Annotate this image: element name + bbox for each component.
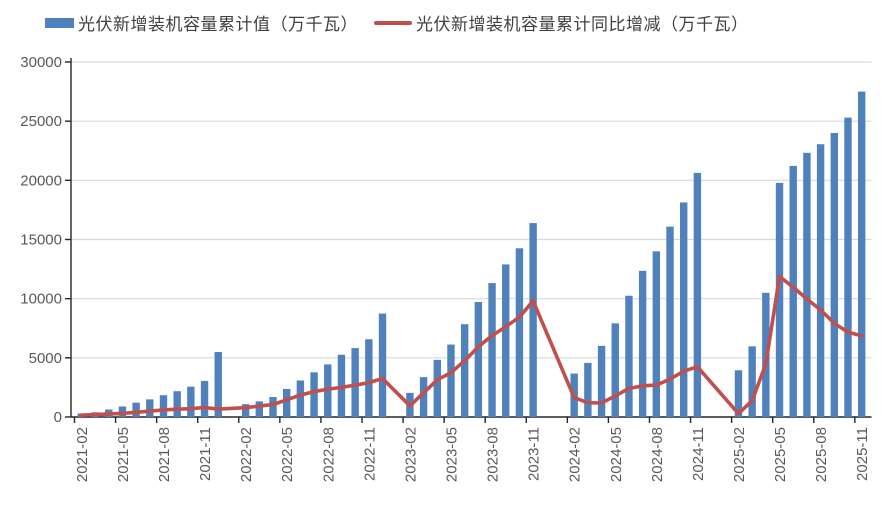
bar	[816, 144, 825, 417]
x-tick-label: 2025-11	[854, 427, 871, 481]
bar	[132, 402, 140, 417]
bar	[460, 324, 469, 417]
bar	[310, 372, 318, 417]
legend-item-yoy-change: 光伏新增装机容量累计同比增减（万千瓦）	[374, 10, 749, 35]
bar	[789, 165, 797, 417]
bar	[365, 339, 373, 417]
x-tick-label: 2025-08	[813, 427, 830, 482]
x-tick-label: 2022-11	[361, 427, 378, 481]
bar	[159, 395, 168, 417]
bar	[857, 91, 866, 417]
bar	[146, 399, 154, 417]
bar	[625, 295, 633, 417]
x-tick-label: 2021-11	[197, 427, 214, 481]
legend-bar-marker	[45, 17, 74, 28]
bar	[584, 362, 592, 417]
bar	[378, 313, 387, 417]
y-tick-label: 25000	[20, 113, 62, 130]
x-tick-label: 2022-05	[279, 427, 296, 482]
bar	[282, 388, 291, 417]
x-tick-label: 2024-05	[608, 427, 625, 482]
x-tick-label: 2023-08	[485, 427, 502, 482]
x-tick-label: 2022-08	[320, 427, 337, 482]
bar	[597, 345, 606, 417]
x-tick-label: 2023-11	[526, 427, 543, 481]
y-tick-label: 10000	[20, 291, 62, 308]
bar	[515, 248, 524, 417]
bar	[447, 344, 455, 417]
bar	[255, 401, 264, 417]
x-tick-label: 2024-02	[567, 427, 584, 482]
bar	[351, 348, 359, 417]
x-tick-label: 2024-08	[649, 427, 666, 482]
bar	[214, 352, 222, 417]
y-tick-label: 20000	[20, 172, 62, 189]
x-tick-label: 2021-02	[74, 427, 91, 482]
legend: 光伏新增装机容量累计值（万千瓦） 光伏新增装机容量累计同比增减（万千瓦）	[45, 10, 749, 35]
bar	[241, 404, 250, 417]
bar	[200, 380, 209, 417]
bar	[803, 152, 811, 417]
bar	[666, 226, 674, 417]
bar	[296, 380, 305, 417]
legend-line-label: 光伏新增装机容量累计同比增减（万千瓦）	[416, 15, 749, 34]
legend-line-marker	[374, 20, 412, 25]
legend-item-cumulative-capacity: 光伏新增装机容量累计值（万千瓦）	[45, 10, 358, 35]
bar	[474, 302, 483, 417]
x-tick-label: 2025-05	[772, 427, 789, 482]
x-tick-label: 2022-02	[238, 427, 255, 482]
line-series	[79, 274, 864, 417]
x-tick-label: 2025-02	[731, 427, 748, 482]
x-tick-label: 2021-05	[115, 427, 132, 482]
bar	[488, 283, 496, 417]
bar	[844, 117, 852, 417]
y-tick-label: 15000	[20, 232, 62, 249]
bar	[652, 251, 661, 417]
bar	[269, 397, 277, 417]
bar	[775, 182, 784, 417]
bar	[433, 359, 441, 417]
bar	[830, 133, 838, 417]
bar	[187, 386, 195, 417]
y-tick-label: 30000	[20, 54, 62, 71]
bar	[611, 323, 619, 417]
y-tick-label: 0	[54, 409, 62, 426]
y-tick-label: 5000	[29, 350, 62, 367]
bar	[748, 346, 756, 417]
bar	[638, 270, 647, 417]
x-tick-label: 2024-11	[690, 427, 707, 481]
bar	[680, 202, 688, 417]
bar	[693, 172, 702, 417]
bar	[502, 264, 510, 417]
bar	[419, 377, 428, 417]
bar	[734, 370, 743, 417]
x-tick-label: 2023-02	[402, 427, 419, 482]
x-tick-label: 2023-05	[443, 427, 460, 482]
bar	[173, 391, 181, 417]
x-tick-label: 2021-08	[156, 427, 173, 482]
bar	[529, 223, 537, 417]
legend-bar-label: 光伏新增装机容量累计值（万千瓦）	[78, 15, 358, 34]
